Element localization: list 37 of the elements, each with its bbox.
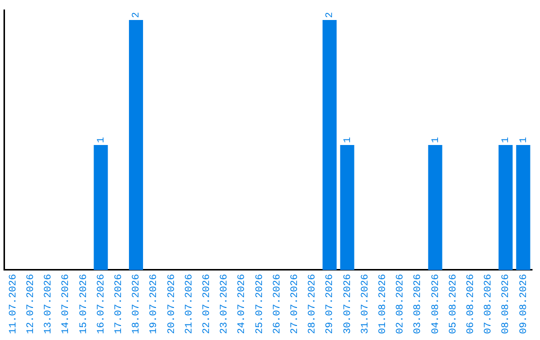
x-tick-label: 20.07.2026 xyxy=(166,274,178,334)
data-label: 2 xyxy=(132,12,143,18)
x-tick-label: 23.07.2026 xyxy=(220,274,231,334)
x-tick-label: 22.07.2026 xyxy=(202,274,214,334)
x-tick-label: 04.08.2026 xyxy=(430,274,442,334)
x-tick-label: 17.07.2026 xyxy=(114,274,126,334)
x-tick-label: 29.07.2026 xyxy=(325,274,336,334)
x-tick-label: 30.07.2026 xyxy=(342,274,354,334)
data-label: 1 xyxy=(518,136,530,143)
data-label: 1 xyxy=(430,136,442,143)
x-tick-label: 21.07.2026 xyxy=(184,274,196,334)
x-tick-label: 12.07.2026 xyxy=(26,274,38,334)
x-tick-label: 24.07.2026 xyxy=(237,274,248,334)
data-label: 1 xyxy=(96,136,108,143)
x-tick-label: 03.08.2026 xyxy=(413,274,424,334)
x-tick-label: 07.08.2026 xyxy=(484,274,495,334)
x-tick-label: 15.07.2026 xyxy=(78,274,90,334)
data-label: 1 xyxy=(501,136,512,143)
x-tick-label: 28.07.2026 xyxy=(308,274,319,334)
data-label: 2 xyxy=(325,12,336,18)
x-tick-label: 11.07.2026 xyxy=(8,274,20,334)
x-tick-label: 08.08.2026 xyxy=(501,274,512,334)
x-tick-label: 31.07.2026 xyxy=(360,274,372,334)
x-tick-label: 06.08.2026 xyxy=(466,274,478,334)
x-tick-label: 14.07.2026 xyxy=(61,274,72,334)
x-tick-label: 26.07.2026 xyxy=(272,274,284,334)
x-tick-label: 02.08.2026 xyxy=(396,274,407,334)
x-tick-label: 27.07.2026 xyxy=(290,274,302,334)
x-tick-label: 25.07.2026 xyxy=(254,274,266,334)
x-tick-label: 09.08.2026 xyxy=(518,274,530,334)
x-tick-label: 13.07.2026 xyxy=(44,274,55,334)
x-tick-label: 19.07.2026 xyxy=(149,274,160,334)
x-tick-label: 18.07.2026 xyxy=(132,274,143,334)
x-tick-label: 01.08.2026 xyxy=(378,274,390,334)
x-tick-label: 05.08.2026 xyxy=(448,274,460,334)
x-tick-label: 16.07.2026 xyxy=(96,274,108,334)
data-label: 1 xyxy=(342,136,354,143)
